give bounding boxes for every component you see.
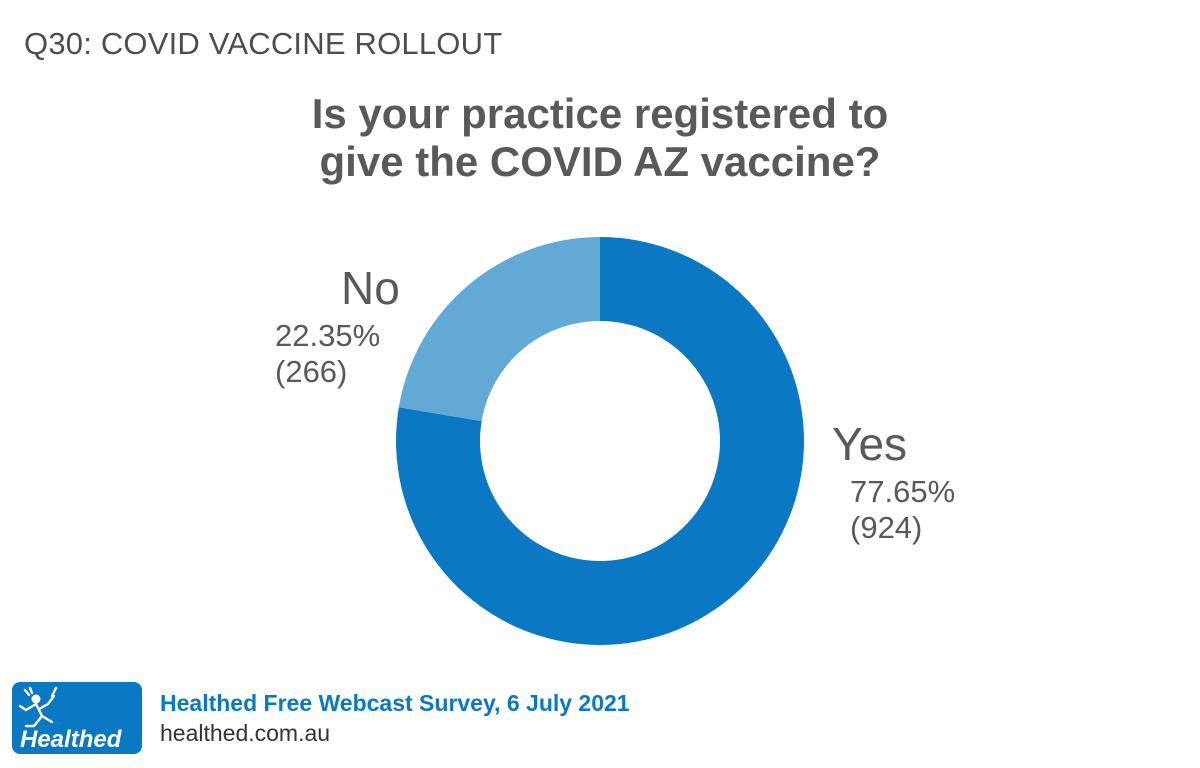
healthed-logo[interactable]: Healthed	[12, 682, 142, 754]
logo-wordmark: Healthed	[20, 726, 123, 753]
slice-label-yes: Yes 77.65% (924)	[832, 418, 955, 546]
slice-count-yes: (924)	[850, 510, 923, 545]
site-url-link[interactable]: healthed.com.au	[160, 720, 331, 746]
question-code: Q30: COVID VACCINE ROLLOUT	[24, 26, 503, 61]
chart-title-line-1: Is your practice registered to	[311, 90, 889, 137]
survey-source: Healthed Free Webcast Survey, 6 July 202…	[160, 690, 630, 716]
donut-slice-no	[398, 237, 600, 422]
slice-name-yes: Yes	[832, 418, 908, 470]
chart-title-line-2: give the COVID AZ vaccine?	[319, 138, 881, 185]
chart-title: Is your practice registered to give the …	[0, 90, 1200, 186]
footer-text: Healthed Free Webcast Survey, 6 July 202…	[160, 688, 630, 748]
slice-percent-no: 22.35%	[275, 318, 381, 353]
footer: Healthed Healthed Free Webcast Survey, 6…	[12, 682, 630, 754]
slice-count-no: (266)	[275, 354, 348, 389]
slice-label-no: No 22.35% (266)	[275, 262, 400, 390]
slice-percent-yes: 77.65%	[850, 474, 956, 509]
donut-slice-yes	[395, 237, 804, 646]
hermes-figure-icon: Healthed	[18, 686, 123, 753]
slice-name-no: No	[341, 262, 400, 314]
